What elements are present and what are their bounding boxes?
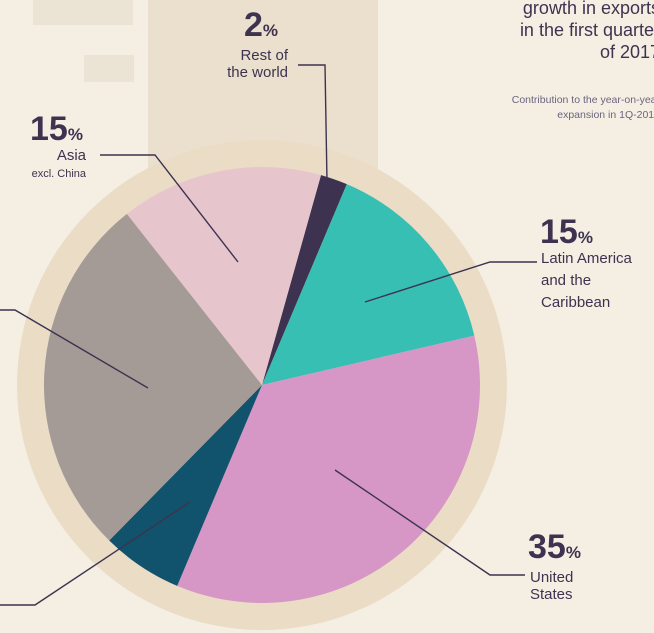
data-label: 35% <box>528 528 581 566</box>
data-label: 15% <box>30 110 83 148</box>
pie-slice <box>177 335 481 603</box>
leader-line <box>100 154 239 263</box>
slices <box>44 167 481 603</box>
subtitle: Contribution to the year-on-year expansio… <box>512 94 654 121</box>
leader-line <box>334 469 525 576</box>
decor <box>84 55 134 82</box>
category-label: Asia excl. China <box>32 147 87 180</box>
data-label: 15% <box>540 213 593 251</box>
data-label: 2% <box>244 6 278 44</box>
category-label: Latin America and the Caribbean <box>541 250 633 311</box>
leader-line <box>364 261 537 303</box>
pie-slice <box>109 385 262 586</box>
pie-slice <box>262 184 475 385</box>
category-label: Rest of the world <box>227 47 289 81</box>
pie-slice <box>44 213 262 541</box>
chart-title: growth in exports in the first quarter of … <box>520 0 654 62</box>
leader-line <box>298 64 328 183</box>
category-label: United States <box>530 569 573 603</box>
pie-slice <box>262 175 347 385</box>
decor <box>33 0 133 25</box>
pie-slice <box>126 167 321 385</box>
leader-line <box>0 309 149 389</box>
leader-line <box>0 501 191 606</box>
